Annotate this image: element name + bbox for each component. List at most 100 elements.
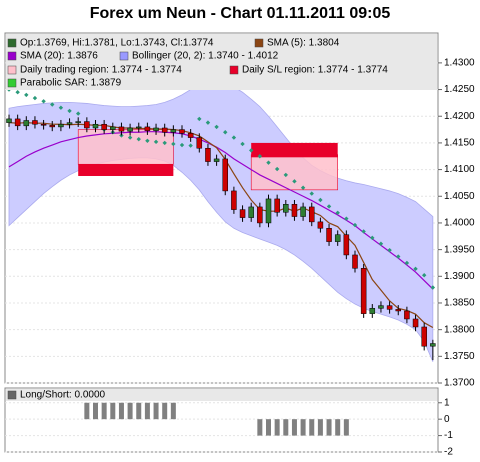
bar [118,402,124,420]
sar-dot [352,222,358,228]
y-tick-label: 1.3800 [444,324,475,335]
candle-body [248,206,254,218]
candle-body [274,198,280,213]
sl-region [251,142,338,158]
legend-box [6,34,437,90]
sar-dot [171,141,176,147]
sar-dot [266,160,271,165]
candle-body [360,268,367,314]
candle-body [326,228,332,242]
bar [136,402,142,420]
candle-body [291,204,298,217]
y-tick-label: 1.4300 [444,58,475,69]
bar [300,419,306,436]
candle-body [196,137,203,149]
candle-body [49,125,55,128]
legend-label: Op:1.3769, Hi:1.3781, Lo:1.3743, Cl:1.37… [20,38,214,49]
sar-dot [179,142,185,148]
y-tick-label: 1.3750 [444,351,475,362]
candle-body [222,158,228,192]
candle-body [334,234,341,242]
candle-body [92,123,99,129]
bar [144,402,150,420]
bar [84,402,90,420]
candle-body [239,209,246,218]
sar-dot [58,105,64,110]
sar-dot [197,116,202,122]
candle-body [213,158,220,162]
sar-dot [153,139,159,145]
sar-dot [50,102,55,107]
candle-body [23,120,30,127]
y-tick-label: 1.4150 [444,138,475,149]
y-tick-label: -2 [444,447,453,457]
y-tick-label: 1.4100 [444,164,475,175]
candle-body [58,123,64,128]
sar-dot [188,143,193,148]
sar-dot [430,285,436,290]
y-tick-label: 1.4250 [444,84,475,95]
bar [283,419,289,436]
legend-box [6,389,437,401]
trading-region [250,154,338,191]
y-tick-label: -1 [444,430,453,441]
sar-dot [274,166,280,172]
legend-swatch [7,51,17,61]
candle-body [101,123,107,130]
candle-body [309,206,315,223]
sar-dot [136,136,141,142]
sar-dot [370,235,375,241]
legend-swatch [254,38,264,48]
bar [127,402,133,420]
y-tick-label: 0 [444,414,450,425]
candle-body [179,129,185,134]
sar-dot [422,273,427,278]
legend-swatch [7,38,17,48]
sar-dot [292,179,297,184]
candle-body [412,318,419,328]
bar [335,419,341,436]
y-tick-label: 1 [444,397,450,408]
sar-dot [257,154,263,159]
sar-dot [361,229,366,234]
candle-body [265,198,272,224]
candle-body [153,127,159,131]
sar-dot [318,197,323,203]
sar-dot [404,260,410,266]
legend-swatch [229,65,239,75]
candle-body [66,122,73,125]
sar-dot [205,120,211,125]
bar [291,419,297,436]
sar-dot [396,254,401,259]
candle-body [257,206,263,224]
bar [309,419,315,436]
bar [110,402,116,420]
y-tick-label: 1.4050 [444,191,475,202]
candle-body [14,118,21,127]
candle-body [369,308,376,314]
candle-body [75,121,81,123]
legend-label: SMA (5): 1.3804 [267,38,340,49]
sar-dot [127,135,133,140]
y-tick-label: 1.3850 [444,298,475,309]
legend-label: Bollinger (20, 2): 1.3740 - 1.4012 [132,51,279,62]
candle-body [386,305,393,310]
legend-label: Long/Short: 0.0000 [20,390,106,401]
sar-dot [214,124,219,130]
sar-dot [335,210,340,216]
sar-dot [387,247,392,253]
candle-body [110,126,116,130]
sar-dot [283,172,288,178]
sl-region [78,164,174,176]
candle-body [317,221,324,229]
sar-dot [67,108,72,114]
sar-dot [223,130,228,135]
bar [343,419,349,436]
candle-body [32,120,38,125]
sar-dot [24,92,29,98]
candle-body [84,121,90,129]
candle-body [343,234,350,256]
legend-label: Parabolic SAR: 1.3879 [20,78,122,89]
candle-body [205,147,211,162]
sar-dot [15,90,20,95]
